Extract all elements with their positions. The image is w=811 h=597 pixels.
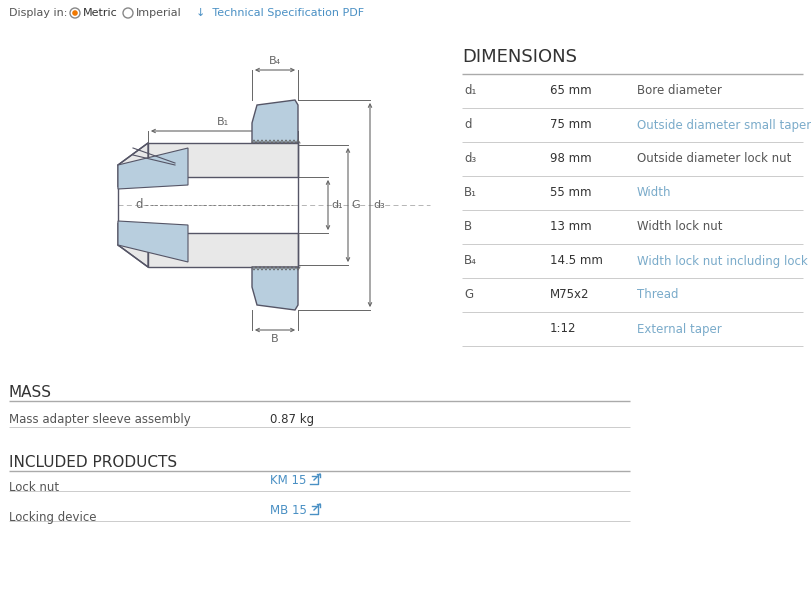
- Text: Width lock nut including lock washer: Width lock nut including lock washer: [637, 254, 811, 267]
- Text: B₄: B₄: [464, 254, 477, 267]
- Text: d₁: d₁: [331, 200, 342, 210]
- Polygon shape: [118, 223, 148, 267]
- Text: 1:12: 1:12: [550, 322, 577, 336]
- Text: d: d: [135, 198, 143, 211]
- Bar: [148, 143, 298, 177]
- Polygon shape: [118, 221, 188, 262]
- Circle shape: [123, 8, 133, 18]
- Text: 0.87 kg: 0.87 kg: [270, 413, 314, 426]
- Text: 13 mm: 13 mm: [550, 220, 592, 233]
- Polygon shape: [252, 100, 298, 143]
- Polygon shape: [252, 267, 298, 310]
- Text: d₃: d₃: [373, 200, 384, 210]
- Text: B₁: B₁: [464, 186, 477, 199]
- Text: G: G: [464, 288, 473, 301]
- Text: d: d: [464, 118, 471, 131]
- Text: DIMENSIONS: DIMENSIONS: [462, 48, 577, 66]
- Text: MB 15: MB 15: [270, 504, 307, 518]
- Text: 98 mm: 98 mm: [550, 152, 592, 165]
- Text: INCLUDED PRODUCTS: INCLUDED PRODUCTS: [9, 455, 177, 470]
- Text: Display in:: Display in:: [9, 8, 67, 18]
- Text: External taper: External taper: [637, 322, 722, 336]
- Text: B₁: B₁: [217, 117, 229, 127]
- Text: Bore diameter: Bore diameter: [637, 85, 722, 97]
- Text: KM 15: KM 15: [270, 475, 307, 488]
- Text: B: B: [464, 220, 472, 233]
- Text: Imperial: Imperial: [136, 8, 182, 18]
- Text: Locking device: Locking device: [9, 511, 97, 524]
- Text: 75 mm: 75 mm: [550, 118, 592, 131]
- Text: Outside diameter lock nut: Outside diameter lock nut: [637, 152, 792, 165]
- Text: Metric: Metric: [83, 8, 118, 18]
- Text: d₃: d₃: [464, 152, 476, 165]
- Text: ↓  Technical Specification PDF: ↓ Technical Specification PDF: [196, 8, 364, 18]
- Text: d₁: d₁: [464, 85, 476, 97]
- Text: G: G: [351, 200, 359, 210]
- Text: Width: Width: [637, 186, 672, 199]
- Text: B₄: B₄: [269, 56, 281, 66]
- Circle shape: [72, 10, 78, 16]
- Circle shape: [70, 8, 80, 18]
- Polygon shape: [118, 143, 148, 187]
- Text: Mass adapter sleeve assembly: Mass adapter sleeve assembly: [9, 413, 191, 426]
- Text: Lock nut: Lock nut: [9, 481, 59, 494]
- Polygon shape: [118, 148, 188, 189]
- Text: Thread: Thread: [637, 288, 679, 301]
- Text: 55 mm: 55 mm: [550, 186, 591, 199]
- Text: Outside diameter small taper: Outside diameter small taper: [637, 118, 811, 131]
- Text: 14.5 mm: 14.5 mm: [550, 254, 603, 267]
- Text: B: B: [271, 334, 279, 344]
- Text: M75x2: M75x2: [550, 288, 590, 301]
- Text: 65 mm: 65 mm: [550, 85, 592, 97]
- Text: MASS: MASS: [9, 385, 52, 400]
- Bar: [148, 233, 298, 267]
- Text: Width lock nut: Width lock nut: [637, 220, 723, 233]
